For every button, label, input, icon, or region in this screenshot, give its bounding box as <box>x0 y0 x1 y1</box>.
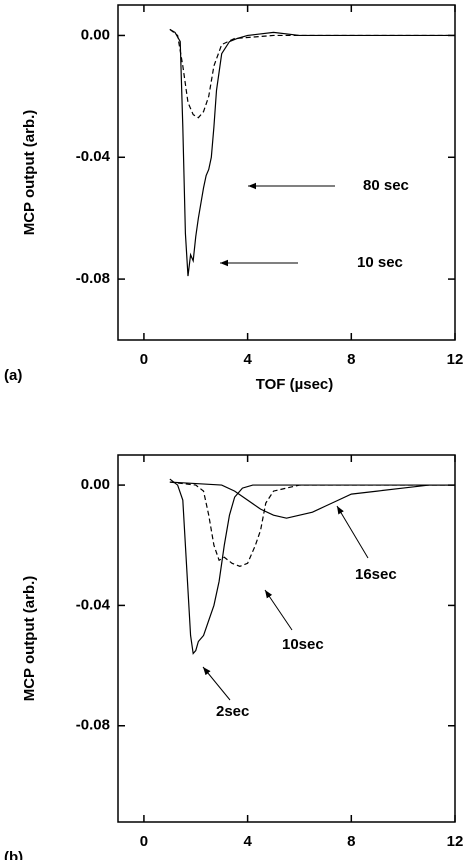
panel-label: (a) <box>4 367 22 384</box>
panel-label: (b) <box>4 849 23 860</box>
x-tick-label: 0 <box>140 351 148 368</box>
x-axis-label: TOF (µsec) <box>256 376 334 393</box>
annotation-label: 80 sec <box>363 177 409 194</box>
annotation-label: 10sec <box>282 636 324 653</box>
data-line <box>169 478 455 655</box>
annotation-label: 10 sec <box>357 254 403 271</box>
x-tick-label: 4 <box>243 833 252 850</box>
x-tick-label: 0 <box>140 833 148 850</box>
y-tick-label: -0.08 <box>76 270 110 287</box>
x-tick-label: 8 <box>347 351 355 368</box>
data-line <box>169 28 455 277</box>
annotation-label: 2sec <box>216 703 249 720</box>
annotation-arrow <box>202 666 231 701</box>
y-tick-label: -0.04 <box>76 148 111 165</box>
data-line <box>169 481 455 519</box>
x-tick-label: 12 <box>447 833 464 850</box>
x-tick-label: 8 <box>347 833 355 850</box>
annotation-arrow <box>264 589 293 631</box>
plot-frame <box>117 454 456 823</box>
plot-frame <box>117 4 456 341</box>
annotation-arrow <box>336 505 369 559</box>
y-tick-label: -0.04 <box>76 596 111 613</box>
y-tick-label: 0.00 <box>81 26 110 43</box>
y-axis-label: MCP output (arb.) <box>21 110 38 236</box>
annotation-label: 16sec <box>355 566 397 583</box>
data-line <box>169 28 455 119</box>
data-line <box>169 481 455 567</box>
x-tick-label: 12 <box>447 351 464 368</box>
y-tick-label: -0.08 <box>76 717 110 734</box>
x-tick-label: 4 <box>243 351 252 368</box>
y-tick-label: 0.00 <box>81 476 110 493</box>
y-axis-label: MCP output (arb.) <box>21 576 38 702</box>
